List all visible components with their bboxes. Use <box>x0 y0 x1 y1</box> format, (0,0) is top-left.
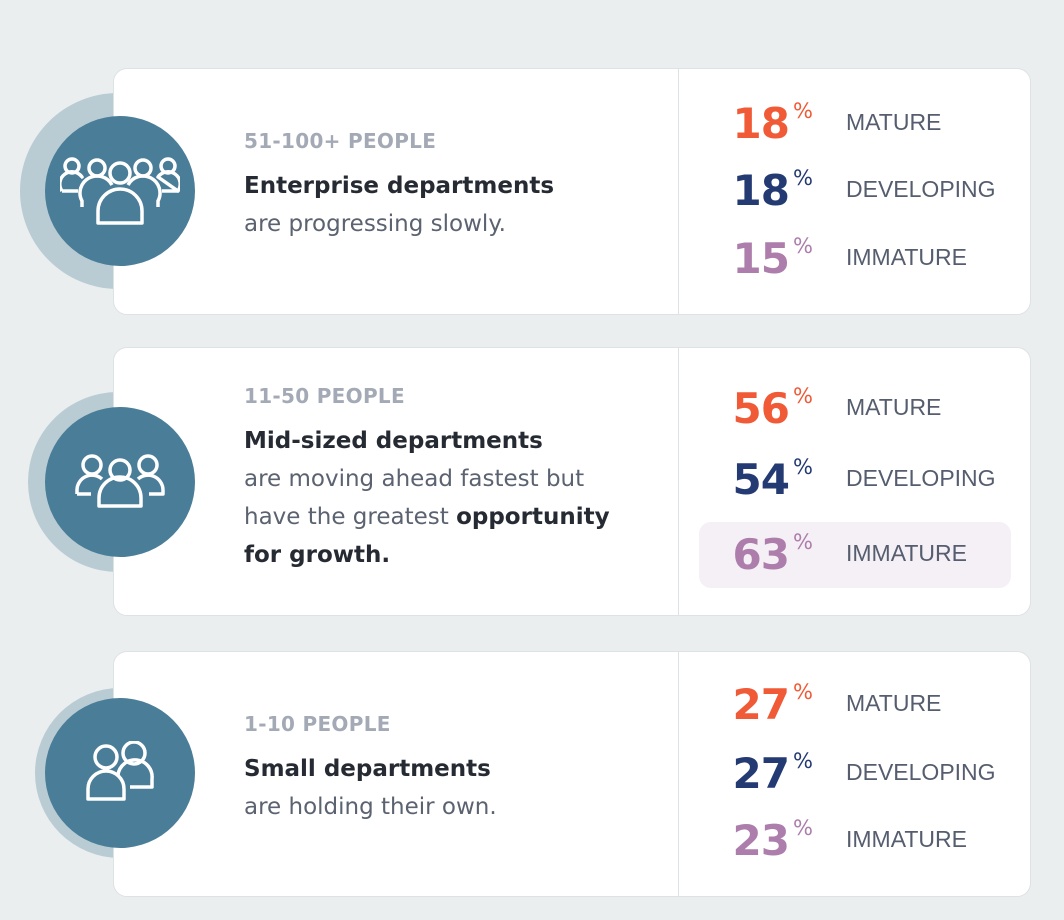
stat-value: 27 <box>732 680 790 729</box>
size-label: 51-100+ PEOPLE <box>244 129 437 153</box>
stat-developing: 18% DEVELOPING <box>699 158 1011 224</box>
stat-immature-highlighted: 63% IMMATURE <box>699 522 1011 588</box>
stat-value: 54 <box>732 455 790 504</box>
stat-value: 63 <box>732 530 790 579</box>
stat-mature: 27% MATURE <box>699 672 1011 738</box>
percent-sign: % <box>793 99 813 123</box>
stat-value: 56 <box>732 384 790 433</box>
percent-sign: % <box>793 234 813 258</box>
card-description: are progressing slowly. <box>244 211 506 237</box>
stat-label: DEVELOPING <box>846 465 996 491</box>
card-title: Small departments <box>244 756 491 782</box>
stat-label: DEVELOPING <box>846 176 996 202</box>
card-title: Enterprise departments <box>244 173 555 199</box>
percent-sign: % <box>793 680 813 704</box>
stat-value: 18 <box>732 166 790 215</box>
stat-immature: 15% IMMATURE <box>699 226 1011 292</box>
group-of-two-icon <box>45 698 195 848</box>
group-of-three-icon <box>45 407 195 557</box>
percent-sign: % <box>793 384 813 408</box>
stat-developing: 27% DEVELOPING <box>699 741 1011 807</box>
stat-label: DEVELOPING <box>846 759 996 785</box>
percent-sign: % <box>793 816 813 840</box>
stat-mature: 18% MATURE <box>699 91 1011 157</box>
stat-value: 23 <box>732 816 790 865</box>
stat-label: IMMATURE <box>846 244 967 270</box>
department-card-small: 1-10 PEOPLE Small departments are holdin… <box>113 651 1031 897</box>
card-title: Mid-sized departments <box>244 428 543 454</box>
stat-label: MATURE <box>846 109 942 135</box>
card-description: are moving ahead fastest but have the gr… <box>244 460 644 574</box>
group-of-five-icon <box>45 116 195 266</box>
percent-sign: % <box>793 455 813 479</box>
stat-label: IMMATURE <box>846 826 967 852</box>
percent-sign: % <box>793 530 813 554</box>
stat-mature: 56% MATURE <box>699 376 1011 442</box>
description-text: are moving ahead fastest but have the gr… <box>244 466 585 530</box>
stat-developing: 54% DEVELOPING <box>699 447 1011 513</box>
percent-sign: % <box>793 166 813 190</box>
divider <box>678 348 679 615</box>
stat-value: 18 <box>732 99 790 148</box>
divider <box>678 69 679 314</box>
divider <box>678 652 679 896</box>
size-label: 1-10 PEOPLE <box>244 712 391 736</box>
percent-sign: % <box>793 749 813 773</box>
description-emphasis: opportunity for growth. <box>244 504 610 568</box>
stat-label: MATURE <box>846 690 942 716</box>
card-description: are holding their own. <box>244 794 497 820</box>
department-card-enterprise: 51-100+ PEOPLE Enterprise departments ar… <box>113 68 1031 315</box>
stat-immature: 23% IMMATURE <box>699 808 1011 874</box>
size-label: 11-50 PEOPLE <box>244 384 405 408</box>
stat-label: IMMATURE <box>846 540 967 566</box>
department-card-mid-sized: 11-50 PEOPLE Mid-sized departments are m… <box>113 347 1031 616</box>
stat-value: 27 <box>732 749 790 798</box>
stat-label: MATURE <box>846 394 942 420</box>
stat-value: 15 <box>732 234 790 283</box>
